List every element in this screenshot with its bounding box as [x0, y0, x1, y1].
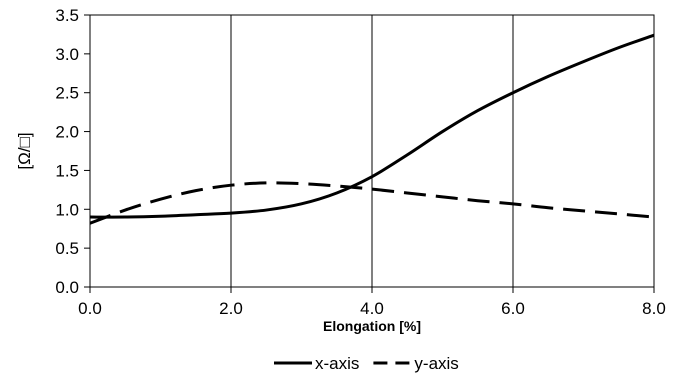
grid-lines — [230, 15, 514, 287]
y-axis-title: [Ω/□] — [15, 132, 34, 169]
y-tick-label: 1.5 — [55, 161, 79, 180]
x-tick-label: 2.0 — [219, 299, 243, 318]
x-axis-ticks: 0.0 2.0 4.0 6.0 8.0 — [78, 287, 666, 318]
x-tick-label: 6.0 — [501, 299, 525, 318]
series-line-y-axis — [89, 181, 655, 225]
x-tick-label: 0.0 — [78, 299, 102, 318]
y-tick-label: 3.5 — [55, 6, 79, 25]
x-tick-label: 8.0 — [642, 299, 666, 318]
legend-label: y-axis — [414, 354, 458, 373]
legend: x-axis y-axis — [274, 354, 459, 373]
series-lines — [89, 33, 655, 225]
y-tick-label: 0.5 — [55, 239, 79, 258]
y-tick-label: 1.0 — [55, 200, 79, 219]
y-axis-ticks: 0.0 0.5 1.0 1.5 2.0 2.5 3.0 3.5 — [55, 6, 90, 297]
x-tick-label: 4.0 — [360, 299, 384, 318]
y-tick-label: 2.0 — [55, 123, 79, 142]
legend-label: x-axis — [315, 354, 359, 373]
y-tick-label: 2.5 — [55, 84, 79, 103]
x-axis-title: Elongation [%] — [323, 318, 421, 334]
y-tick-label: 3.0 — [55, 45, 79, 64]
series-line-x-axis — [89, 33, 655, 219]
y-tick-label: 0.0 — [55, 278, 79, 297]
